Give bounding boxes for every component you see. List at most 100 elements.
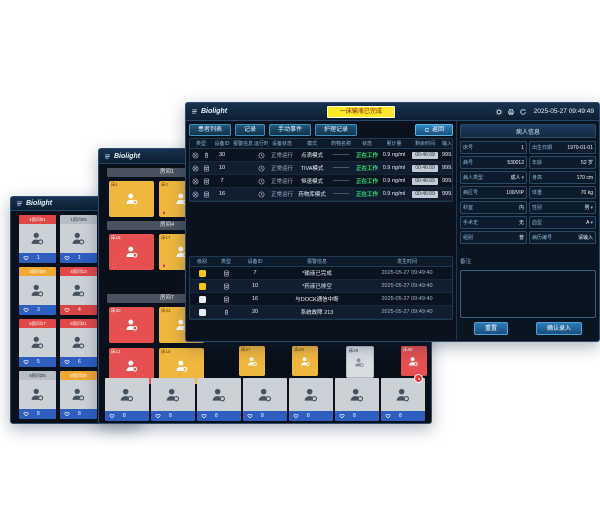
fields-right: 出生日期 1970-01-01 年龄 52 岁 xyxy=(529,141,596,244)
patient-field[interactable]: 年龄 52 岁 xyxy=(529,156,596,169)
tile-footer: 8 xyxy=(105,411,149,421)
patient-tile[interactable]: 8 xyxy=(289,378,333,421)
heart-icon xyxy=(64,308,70,313)
patient-tile[interactable]: 4房间13 4 xyxy=(60,267,97,315)
patient-tile[interactable]: 8 xyxy=(335,378,379,421)
bed-tile[interactable]: 床28 xyxy=(292,346,319,376)
pump-icon xyxy=(223,296,230,303)
column-header: 发生时间 xyxy=(396,259,417,265)
alarm-row[interactable]: 10 *药液已排空 2025-05-27 09:49:40 xyxy=(190,280,452,293)
patient-tile[interactable]: 1房间05 1 xyxy=(60,215,97,263)
bed-tile[interactable]: 床29 xyxy=(345,346,374,378)
bed-tile[interactable]: 床30 xyxy=(400,346,427,376)
chevron-down-icon: ▾ xyxy=(590,204,593,211)
patient-field[interactable]: 手术史 无 xyxy=(460,216,527,229)
column-header: 运行时间 xyxy=(254,141,268,147)
patient-tile[interactable]: 8 xyxy=(151,378,195,421)
patient-tile[interactable]: 8 xyxy=(243,378,287,421)
field-value: 请输入 xyxy=(577,235,593,241)
device-row[interactable]: 10 正常运行 TIVA模式 ——— 正在工作 0.9 ng/ml 00:46:… xyxy=(190,162,452,175)
tab-button[interactable]: 记录 xyxy=(235,123,266,136)
patient-tile[interactable]: 8 xyxy=(105,378,149,421)
patient-field[interactable]: 病历编号 请输入 xyxy=(529,231,596,244)
bed-tile[interactable]: 床30 xyxy=(109,307,154,343)
device-row[interactable]: 16 正常运行 药物库模式 ——— 正在工作 0.9 ng/ml 00:46:0… xyxy=(190,188,452,201)
mode: 恒速模式 xyxy=(300,179,323,185)
patient-tile[interactable]: 3房间09 3 xyxy=(19,267,56,315)
patient-field[interactable]: 体重 70 kg xyxy=(529,186,596,199)
device-row[interactable]: 30 正常运行 点滴模式 ——— 正在工作 0.9 ng/ml 00:46:09… xyxy=(190,149,452,162)
bed-number: 4 xyxy=(78,307,81,313)
mute-alarm-icon[interactable] xyxy=(190,152,200,159)
patient-field[interactable]: 出生日期 1970-01-01 xyxy=(529,141,596,154)
device-id: 7 xyxy=(253,270,257,276)
patient-field[interactable]: 性别 男 ▾ xyxy=(529,201,596,214)
print-icon[interactable] xyxy=(507,108,515,116)
tile-body xyxy=(60,224,97,253)
patient-tile[interactable]: 8 xyxy=(381,374,425,421)
patient-tile[interactable]: 1房间01 1 xyxy=(19,215,56,263)
alarm-row[interactable]: 7 *输液已完成 2025-05-27 09:49:40 xyxy=(190,267,452,280)
patient-tile[interactable]: 8房间25 8 xyxy=(19,371,56,419)
patient-field[interactable]: 病区号 100/VIP xyxy=(460,186,527,199)
column-header: 累计量 xyxy=(386,141,402,147)
remarks-label: 备注 xyxy=(460,259,472,265)
bed-label: 床28 xyxy=(294,347,304,352)
patient-field[interactable]: 组别 普 xyxy=(460,231,527,244)
patient-tile[interactable]: 8 xyxy=(197,378,241,421)
bed-tile[interactable]: 床27 xyxy=(239,346,265,376)
unassigned-bed-row: 8 8 xyxy=(105,374,425,421)
clock-datetime: 2025-05-27 09:49:49 xyxy=(533,108,594,115)
bed-number: 6 xyxy=(78,359,81,365)
patient-tile[interactable]: 5房间17 5 xyxy=(19,319,56,367)
patient-field[interactable]: 科室 内 xyxy=(460,201,527,214)
patient-field[interactable]: 床号 1 xyxy=(460,141,527,154)
column-header: 类型 xyxy=(195,141,206,147)
active-alarm-banner[interactable]: 一床输液已完成 xyxy=(326,105,395,118)
back-button[interactable]: 返回 xyxy=(414,123,453,136)
patient-field[interactable]: 身高 170 cm xyxy=(529,171,596,184)
total-volume: 0.9 ng/ml xyxy=(382,178,406,184)
bed-tile[interactable]: 床1 xyxy=(109,181,154,217)
field-label: 身高 xyxy=(532,175,543,181)
tile-footer: 3 xyxy=(19,305,56,315)
mute-alarm-icon[interactable] xyxy=(190,191,200,198)
patient-field[interactable]: 血型 A ▾ xyxy=(529,216,596,229)
patient-tile[interactable]: 8房间29 8 xyxy=(60,371,97,419)
return-icon xyxy=(424,126,430,132)
column-header: 级别 xyxy=(196,259,207,265)
tile-room-header: 5房间17 xyxy=(19,319,56,328)
refresh-icon[interactable] xyxy=(519,108,527,116)
confirm-entry-button[interactable]: 确认录入 xyxy=(535,322,582,335)
alarm-row[interactable]: 16 与DOCK通信中断 2025-05-27 09:49:40 xyxy=(190,293,452,306)
tile-footer: 8 xyxy=(381,411,425,421)
patient-field[interactable]: 病人类型 成人 ▾ xyxy=(460,171,527,184)
tab-button[interactable]: 护理记录 xyxy=(315,123,358,136)
field-label: 血型 xyxy=(532,220,543,226)
tab-button[interactable]: 手动事件 xyxy=(269,123,312,136)
tile-body xyxy=(19,276,56,305)
patient-icon xyxy=(31,232,44,245)
alarm-level-badge xyxy=(198,308,206,316)
remarks-textarea[interactable] xyxy=(460,270,596,318)
patient-tile[interactable]: 6房间21 6 xyxy=(60,319,97,367)
tile-body xyxy=(243,378,287,411)
drug-name: ——— xyxy=(332,178,350,184)
tile-body xyxy=(19,328,56,357)
device-row[interactable]: 7 正常运行 恒速模式 ——— 正在工作 0.9 ng/ml 00:46:09 … xyxy=(190,175,452,188)
bed-number: 1 xyxy=(78,255,81,261)
tab-button[interactable]: 患者列表 xyxy=(189,123,232,136)
bed-number: 8 xyxy=(399,413,402,419)
mute-alarm-icon[interactable] xyxy=(190,165,200,172)
reset-button[interactable]: 重置 xyxy=(473,322,508,335)
settings-icon[interactable] xyxy=(494,107,503,116)
patient-field[interactable]: 病号 530012 xyxy=(460,156,527,169)
heart-icon xyxy=(155,414,161,419)
bed-tile[interactable]: 床16 xyxy=(109,234,154,270)
alarm-bell-badge xyxy=(414,374,423,383)
heart-icon xyxy=(23,308,29,313)
bed-number: 8 xyxy=(261,413,264,419)
alarm-row[interactable]: 20 系统故障 213 2025-05-27 09:49:40 xyxy=(190,306,452,319)
field-label: 病人类型 xyxy=(463,175,484,181)
mute-alarm-icon[interactable] xyxy=(190,178,200,185)
